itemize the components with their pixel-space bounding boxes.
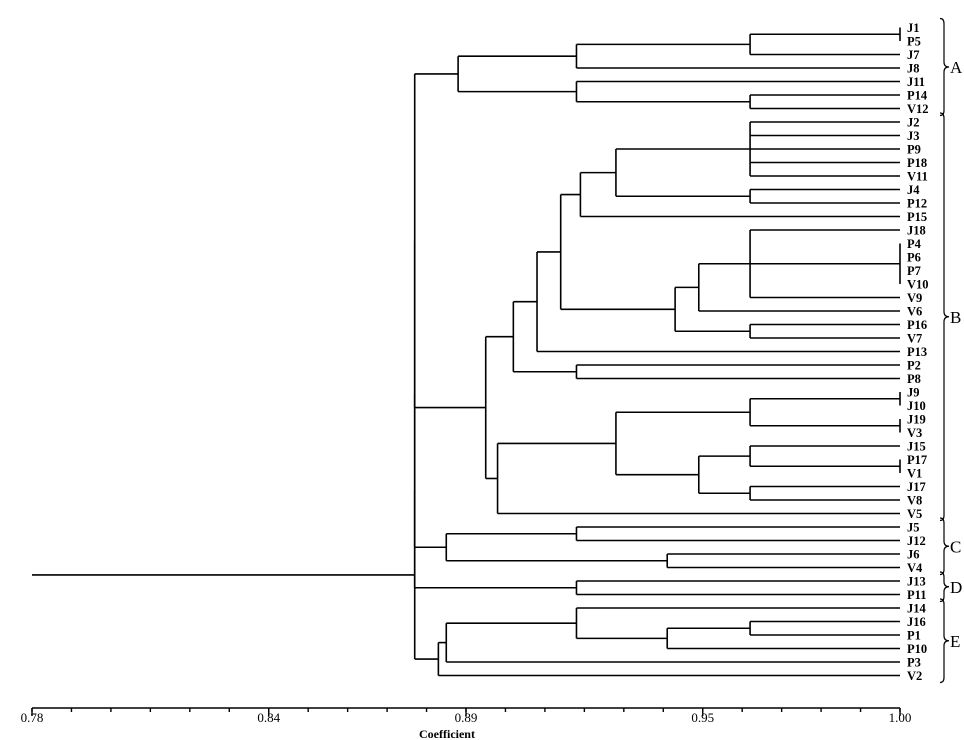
leaf-label: J2 — [907, 116, 920, 130]
group-braces: A B C D E — [939, 17, 963, 684]
x-axis: 0.78 0.84 0.89 0.95 1.00 Coefficient — [21, 707, 912, 740]
leaf-label: P6 — [907, 251, 921, 265]
leaf-label: V3 — [907, 426, 922, 440]
leaf-label: P12 — [907, 197, 927, 211]
group-label: E — [950, 632, 960, 651]
leaf-label: P10 — [907, 642, 927, 656]
group-brace — [939, 598, 950, 684]
leaf-label: V10 — [907, 278, 929, 292]
leaf-labels: J1P5J7J8J11P14V12J2J3P9P18V11J4P12P15J18… — [907, 21, 929, 683]
leaf-label: P16 — [907, 318, 927, 332]
leaf-label: P13 — [907, 345, 927, 359]
leaf-label: J10 — [907, 399, 926, 413]
leaf-label: J15 — [907, 440, 926, 454]
group-label: C — [950, 537, 961, 556]
leaf-label: V7 — [907, 332, 922, 346]
x-tick-label: 0.84 — [257, 710, 280, 725]
leaf-label: P3 — [907, 656, 921, 670]
leaf-label: J18 — [907, 224, 926, 238]
leaf-label: V1 — [907, 467, 922, 481]
group-label: D — [950, 578, 962, 597]
x-tick-label: 0.89 — [455, 710, 478, 725]
leaf-label: V11 — [907, 170, 928, 184]
leaf-label: P9 — [907, 143, 921, 157]
leaf-label: V4 — [907, 561, 923, 575]
leaf-label: J12 — [907, 534, 926, 548]
leaf-label: J9 — [907, 386, 920, 400]
leaf-label: V9 — [907, 291, 922, 305]
leaf-label: J19 — [907, 413, 926, 427]
leaf-label: P8 — [907, 372, 921, 386]
dendrogram-branches — [32, 27, 901, 677]
leaf-label: J8 — [907, 62, 920, 76]
x-tick-label: 0.78 — [21, 710, 44, 725]
x-axis-title: Coefficient — [419, 727, 475, 740]
group-brace — [939, 112, 950, 522]
leaf-label: P7 — [907, 264, 921, 278]
group-brace — [939, 17, 950, 117]
group-brace — [939, 517, 950, 576]
leaf-label: J13 — [907, 575, 926, 589]
group-label: B — [950, 308, 961, 327]
group-brace — [939, 571, 950, 603]
leaf-label: P14 — [907, 89, 928, 103]
leaf-label: P11 — [907, 588, 926, 602]
leaf-label: P15 — [907, 210, 927, 224]
leaf-label: P5 — [907, 35, 921, 49]
leaf-label: V2 — [907, 669, 922, 683]
leaf-label: P17 — [907, 453, 927, 467]
x-axis-ticks: 0.78 0.84 0.89 0.95 1.00 — [21, 708, 912, 725]
group-label: A — [950, 58, 963, 77]
leaf-label: J16 — [907, 615, 926, 629]
leaf-label: J14 — [907, 602, 927, 616]
leaf-label: P2 — [907, 359, 921, 373]
x-tick-label: 1.00 — [889, 710, 912, 725]
leaf-label: J17 — [907, 480, 926, 494]
leaf-label: J7 — [907, 48, 920, 62]
leaf-label: J4 — [907, 183, 920, 197]
leaf-label: J11 — [907, 75, 925, 89]
leaf-label: P1 — [907, 629, 921, 643]
leaf-label: P4 — [907, 237, 922, 251]
leaf-label: J1 — [907, 21, 920, 35]
leaf-label: V8 — [907, 494, 922, 508]
leaf-label: J6 — [907, 548, 920, 562]
leaf-label: V12 — [907, 102, 929, 116]
leaf-label: J5 — [907, 521, 920, 535]
leaf-label: V6 — [907, 305, 922, 319]
leaf-label: V5 — [907, 507, 922, 521]
leaf-label: P18 — [907, 156, 927, 170]
leaf-label: J3 — [907, 129, 920, 143]
x-tick-label: 0.95 — [691, 710, 714, 725]
